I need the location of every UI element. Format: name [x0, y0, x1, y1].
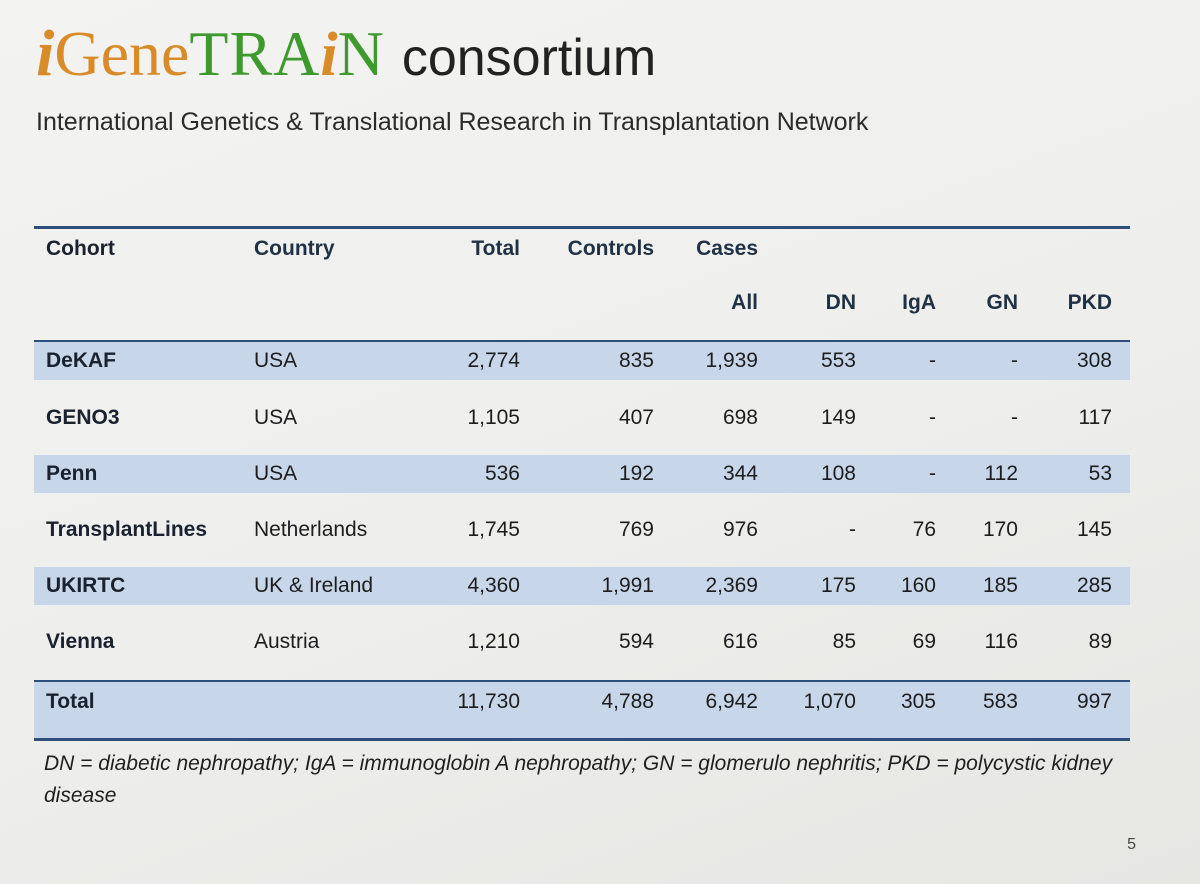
- cell-gn: -: [1011, 406, 1018, 429]
- cell-total: 2,774: [467, 349, 520, 372]
- table-bottom-rule: [34, 738, 1130, 741]
- header-all: All: [731, 291, 758, 314]
- cell-dn: 553: [820, 349, 856, 372]
- cell-cases-all: 698: [722, 406, 758, 429]
- cell-iga: 69: [912, 630, 936, 653]
- total-divider-rule: [34, 680, 1130, 682]
- cell-cohort: Vienna: [46, 630, 115, 653]
- cell-gn: -: [1011, 349, 1018, 372]
- cell-cases-all: 344: [722, 462, 758, 485]
- cell-controls: 769: [618, 518, 654, 541]
- cell-pkd: 285: [1076, 574, 1112, 597]
- cell-dn: -: [849, 518, 856, 541]
- cell-pkd: 117: [1078, 406, 1112, 429]
- cell-iga: -: [929, 349, 936, 372]
- header-cases: Cases: [696, 237, 758, 260]
- total-gn: 583: [982, 690, 1018, 713]
- slide-subtitle: International Genetics & Translational R…: [36, 108, 869, 136]
- cell-total: 1,745: [467, 518, 520, 541]
- cell-controls: 1,991: [601, 574, 654, 597]
- total-dn: 1,070: [803, 690, 856, 713]
- cell-cohort: TransplantLines: [46, 518, 208, 541]
- header-cohort: Cohort: [46, 237, 115, 260]
- total-pkd: 997: [1076, 690, 1112, 713]
- cell-iga: -: [929, 406, 936, 429]
- table-row: TransplantLines Netherlands 1,745 769 97…: [34, 511, 1130, 549]
- cell-pkd: 145: [1076, 518, 1112, 541]
- cell-gn: 170: [982, 518, 1018, 541]
- cell-total: 4,360: [467, 574, 520, 597]
- page-number: 5: [1127, 836, 1136, 853]
- cell-pkd: 89: [1088, 630, 1112, 653]
- cell-controls: 407: [618, 406, 654, 429]
- table-row: Vienna Austria 1,210 594 616 85 69 116 8…: [34, 623, 1130, 661]
- cell-pkd: 53: [1088, 462, 1112, 485]
- cell-gn: 116: [984, 630, 1018, 653]
- logo-word-consortium: consortium: [401, 29, 657, 87]
- cell-gn: 112: [984, 462, 1018, 485]
- header-total: Total: [471, 237, 520, 260]
- cell-controls: 192: [618, 462, 654, 485]
- table-row: GENO3 USA 1,105 407 698 149 - - 117: [34, 399, 1130, 437]
- total-iga: 305: [900, 690, 936, 713]
- cell-dn: 149: [820, 406, 856, 429]
- logo-gene: Gene: [54, 18, 190, 89]
- table-row: UKIRTC UK & Ireland 4,360 1,991 2,369 17…: [34, 567, 1130, 605]
- header-dn: DN: [825, 291, 856, 314]
- cell-gn: 185: [982, 574, 1018, 597]
- total-total: 11,730: [457, 690, 520, 713]
- table-row: Penn USA 536 192 344 108 - 112 53: [34, 455, 1130, 493]
- cell-country: USA: [254, 349, 298, 372]
- logo-letter-i-2: i: [320, 21, 338, 89]
- cell-cohort: UKIRTC: [46, 574, 126, 597]
- header-pkd: PKD: [1067, 291, 1112, 314]
- table-row: DeKAF USA 2,774 835 1,939 553 - - 308: [34, 342, 1130, 380]
- cell-total: 1,210: [467, 630, 520, 653]
- cell-iga: 76: [912, 518, 936, 541]
- total-label: Total: [46, 690, 95, 713]
- total-controls: 4,788: [601, 690, 654, 713]
- logo-letter-i: i: [36, 17, 55, 90]
- table-total-row: Total 11,730 4,788 6,942 1,070 305 583 9…: [34, 682, 1130, 738]
- cell-total: 536: [484, 462, 520, 485]
- cell-cases-all: 1,939: [705, 349, 758, 372]
- logo-n: N: [337, 18, 384, 89]
- cell-controls: 594: [618, 630, 654, 653]
- header-country: Country: [254, 237, 335, 260]
- cell-total: 1,105: [467, 406, 520, 429]
- cell-cases-all: 976: [722, 518, 758, 541]
- cell-dn: 85: [832, 630, 856, 653]
- table-header-row-2: All DN IgA GN PKD: [34, 284, 1130, 322]
- cell-country: USA: [254, 462, 298, 485]
- total-cases-all: 6,942: [705, 690, 758, 713]
- cell-country: USA: [254, 406, 298, 429]
- cell-country: Netherlands: [254, 518, 368, 541]
- header-iga: IgA: [902, 291, 936, 314]
- table-top-rule: [34, 226, 1130, 229]
- header-controls: Controls: [567, 237, 654, 260]
- cell-pkd: 308: [1076, 349, 1112, 372]
- cell-cohort: Penn: [46, 462, 98, 485]
- cell-cohort: DeKAF: [46, 349, 117, 372]
- cell-controls: 835: [618, 349, 654, 372]
- cell-dn: 108: [820, 462, 856, 485]
- cell-cases-all: 2,369: [705, 574, 758, 597]
- cell-iga: 160: [900, 574, 936, 597]
- cell-country: Austria: [254, 630, 320, 653]
- cell-cohort: GENO3: [46, 406, 120, 429]
- cell-iga: -: [929, 462, 936, 485]
- table-footnote: DN = diabetic nephropathy; IgA = immunog…: [44, 752, 1113, 807]
- cell-dn: 175: [820, 574, 856, 597]
- logo-tra: TRA: [189, 18, 321, 89]
- header-divider-rule: [34, 340, 1130, 342]
- cell-country: UK & Ireland: [254, 574, 374, 597]
- cell-cases-all: 616: [722, 630, 758, 653]
- header-gn: GN: [986, 291, 1019, 314]
- table-header-row-1: Cohort Country Total Controls Cases: [34, 230, 1130, 268]
- consortium-logo: iGeneTRAiN consortium: [36, 16, 656, 96]
